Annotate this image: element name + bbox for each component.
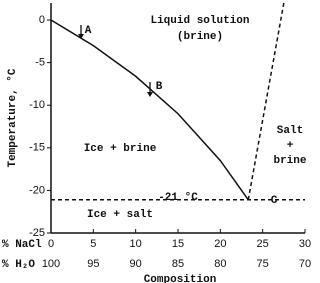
- x2-row-label: % H₂O: [2, 259, 35, 271]
- annotation: +: [287, 140, 294, 152]
- x-tick-label: 25: [257, 238, 269, 250]
- curve: [247, 2, 285, 200]
- annotation: Ice + salt: [87, 209, 153, 221]
- y-tick-label: -10: [29, 99, 45, 111]
- x-row-label: % NaCl: [2, 239, 42, 251]
- annotation: (brine): [177, 31, 223, 43]
- y-tick-label: 0: [39, 14, 45, 26]
- x2-tick-label: 80: [214, 258, 226, 270]
- x-tick-label: 0: [48, 238, 54, 250]
- x2-tick-label: 95: [87, 258, 99, 270]
- annotation: A: [85, 25, 92, 37]
- annotation: C: [271, 195, 278, 207]
- y-tick-label: -20: [29, 184, 45, 196]
- x-tick-label: 10: [130, 238, 142, 250]
- annotation: brine: [273, 155, 306, 167]
- x2-tick-label: 100: [42, 258, 60, 270]
- curve: [50, 19, 249, 201]
- x2-tick-label: 70: [299, 258, 311, 270]
- x2-tick-label: 90: [130, 258, 142, 270]
- x-tick-label: 20: [214, 238, 226, 250]
- x-tick-label: 15: [172, 238, 184, 250]
- y-tick-label: -5: [35, 57, 45, 69]
- x-tick-label: 30: [299, 238, 311, 250]
- annotation: -21 °C: [158, 192, 198, 204]
- arrow-head: [78, 34, 84, 39]
- annotation: Liquid solution: [150, 15, 249, 27]
- x-axis-label: Composition: [144, 274, 217, 283]
- x2-tick-label: 75: [257, 258, 269, 270]
- annotation: Salt: [277, 125, 303, 137]
- x2-tick-label: 85: [172, 258, 184, 270]
- y-tick-label: -25: [29, 227, 45, 239]
- annotation: B: [156, 81, 163, 93]
- y-tick-label: -15: [29, 142, 45, 154]
- arrow-head: [147, 92, 153, 97]
- annotation: Ice + brine: [84, 143, 157, 155]
- x-tick-label: 5: [90, 238, 96, 250]
- y-axis-label: Temperature, °C: [7, 68, 19, 167]
